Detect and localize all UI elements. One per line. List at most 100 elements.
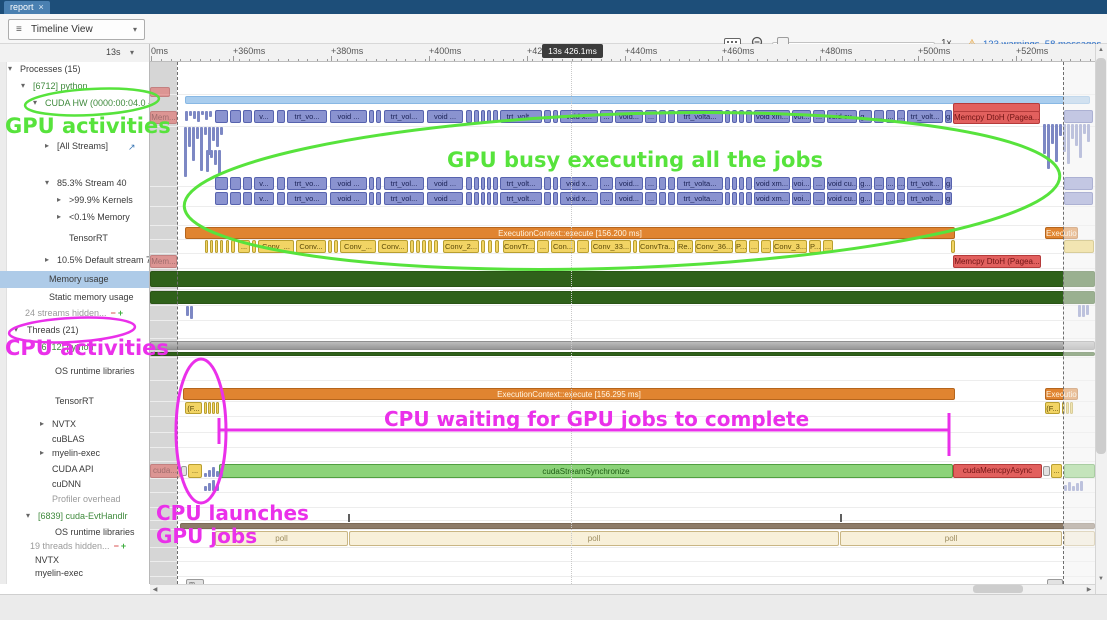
range-end-line[interactable] <box>1063 62 1064 584</box>
sidebar-item-all-streams[interactable]: [All Streams] <box>57 141 109 151</box>
kernel-block[interactable] <box>466 192 472 205</box>
kernel-block[interactable]: v... <box>254 110 274 123</box>
kernel-block[interactable]: void... <box>615 110 643 123</box>
kernel-block[interactable]: trt_volta... <box>677 110 723 123</box>
view-selector-dropdown[interactable]: ≡ Timeline View ▾ <box>8 19 145 40</box>
nvtx-range[interactable]: ... <box>577 240 589 253</box>
sidebar-item-os-runtime-libraries[interactable]: OS runtime libraries <box>55 527 135 537</box>
nvtx-range[interactable] <box>434 240 438 253</box>
kernel-block[interactable] <box>487 192 491 205</box>
kernel-block[interactable] <box>277 177 285 190</box>
nvtx-range[interactable]: ... <box>749 240 759 253</box>
add-streams-icon[interactable]: + <box>117 308 124 318</box>
memory-usage-band[interactable] <box>150 271 1095 287</box>
nvtx-range[interactable]: Conv_... <box>340 240 376 253</box>
kernel-block[interactable]: trt_vo... <box>287 192 327 205</box>
sidebar-item-10-5-default-stream-7[interactable]: 10.5% Default stream 7 <box>57 255 150 265</box>
sidebar-item-myelin-exec[interactable]: myelin-exec <box>35 568 84 578</box>
kernel-block[interactable]: ... <box>886 177 895 190</box>
kernel-block[interactable]: g... <box>945 110 952 123</box>
kernel-block[interactable] <box>487 177 491 190</box>
nvtx-range[interactable] <box>328 240 332 253</box>
kernel-block[interactable] <box>369 177 374 190</box>
nvtx-range[interactable] <box>205 240 208 253</box>
nvtx-range[interactable] <box>410 240 414 253</box>
tree-collapse-icon[interactable]: ▾ <box>26 511 31 520</box>
kernel-block[interactable] <box>481 110 485 123</box>
kernel-block[interactable] <box>474 110 479 123</box>
nvtx-range[interactable]: P... <box>735 240 747 253</box>
nvtx-range[interactable]: ... <box>238 240 250 253</box>
scroll-right-icon[interactable]: ▶ <box>1086 587 1092 593</box>
kernel-block[interactable]: void x... <box>560 110 598 123</box>
cuda-api-range[interactable]: cudaStreamSynchronize <box>219 464 953 478</box>
kernel-block[interactable]: trt_volt... <box>500 192 542 205</box>
kernel-block[interactable] <box>746 177 752 190</box>
sidebar-item-24-streams-hidden[interactable]: 24 streams hidden... − + <box>25 308 124 318</box>
kernel-block[interactable] <box>725 177 730 190</box>
kernel-block[interactable] <box>466 177 472 190</box>
nvtx-range[interactable]: (F... <box>185 402 202 414</box>
kernel-block[interactable]: void ... <box>330 192 367 205</box>
kernel-block[interactable] <box>553 177 558 190</box>
kernel-block[interactable] <box>466 110 472 123</box>
kernel-block[interactable]: g... <box>945 177 952 190</box>
sidebar-item-cuda-hw-0000-00-04-0-te[interactable]: CUDA HW (0000:00:04.0 - Te <box>45 98 149 108</box>
thread-state-bar[interactable] <box>150 341 1095 350</box>
kernel-block[interactable]: trt_volt... <box>907 177 943 190</box>
kernel-block[interactable]: trt_vol... <box>384 192 424 205</box>
nvtx-range[interactable] <box>495 240 499 253</box>
kernel-block[interactable] <box>277 110 285 123</box>
kernel-block[interactable] <box>732 177 737 190</box>
kernel-block[interactable]: g... <box>859 110 872 123</box>
kernel-block[interactable]: ... <box>645 110 657 123</box>
kernel-block[interactable]: ... <box>600 192 613 205</box>
nvtx-range[interactable]: Conv_33... <box>591 240 631 253</box>
kernel-block[interactable] <box>544 110 551 123</box>
sidebar-item-99-9-kernels[interactable]: >99.9% Kernels <box>69 195 133 205</box>
chevron-down-icon[interactable]: ▾ <box>130 48 135 57</box>
horizontal-scrollbar[interactable] <box>150 584 1095 594</box>
kernel-block[interactable] <box>230 110 241 123</box>
nvtx-range[interactable] <box>216 402 219 414</box>
kernel-block[interactable] <box>376 177 381 190</box>
kernel-block[interactable]: trt_volt... <box>907 110 943 123</box>
kernel-block[interactable]: voi... <box>792 192 811 205</box>
memcpy-block[interactable]: Memcpy DtoH (Pagea... <box>953 111 1040 124</box>
sidebar-item-memory-usage[interactable]: Memory usage <box>49 274 109 284</box>
misc-block[interactable]: ... <box>1047 579 1063 584</box>
kernel-block[interactable]: ... <box>897 177 905 190</box>
kernel-block[interactable]: trt_volta... <box>677 177 723 190</box>
kernel-block[interactable]: trt_vol... <box>384 177 424 190</box>
os-runtime-range[interactable]: poll <box>840 531 1062 546</box>
kernel-block[interactable] <box>230 177 241 190</box>
os-runtime-range[interactable]: poll <box>215 531 348 546</box>
kernel-block[interactable]: trt_vol... <box>384 110 424 123</box>
kernel-block[interactable]: ... <box>813 177 825 190</box>
kernel-block[interactable] <box>243 177 252 190</box>
memcpy-block[interactable]: cudaMemcpyAsync <box>953 464 1042 478</box>
misc-block[interactable] <box>181 466 187 476</box>
nvtx-range[interactable]: (F... <box>1045 402 1060 414</box>
sidebar-item-threads-21[interactable]: Threads (21) <box>27 325 79 335</box>
kernel-block[interactable]: void xm... <box>754 192 790 205</box>
memcpy-block[interactable] <box>150 87 170 97</box>
kernel-block[interactable]: trt_volt... <box>500 110 542 123</box>
kernel-block[interactable] <box>376 192 381 205</box>
kernel-block[interactable] <box>544 192 551 205</box>
nvtx-range[interactable] <box>226 240 229 253</box>
nvtx-range[interactable] <box>633 240 637 253</box>
tree-collapse-icon[interactable]: ▾ <box>33 98 38 107</box>
tree-expand-icon[interactable]: ▸ <box>45 141 50 150</box>
tree-collapse-icon[interactable]: ▾ <box>21 81 26 90</box>
kernel-block[interactable] <box>493 177 498 190</box>
nvtx-range[interactable]: Conv_3... <box>773 240 807 253</box>
kernel-block[interactable]: v... <box>254 192 274 205</box>
tree-collapse-icon[interactable]: ▾ <box>14 325 19 334</box>
tree-expand-icon[interactable]: ▸ <box>40 448 45 457</box>
kernel-block[interactable]: ... <box>897 110 905 123</box>
sidebar-item-0-1-memory[interactable]: <0.1% Memory <box>69 212 130 222</box>
kernel-block[interactable] <box>553 192 558 205</box>
sidebar-item-processes-15[interactable]: Processes (15) <box>20 64 81 74</box>
kernel-block[interactable]: g... <box>859 192 872 205</box>
